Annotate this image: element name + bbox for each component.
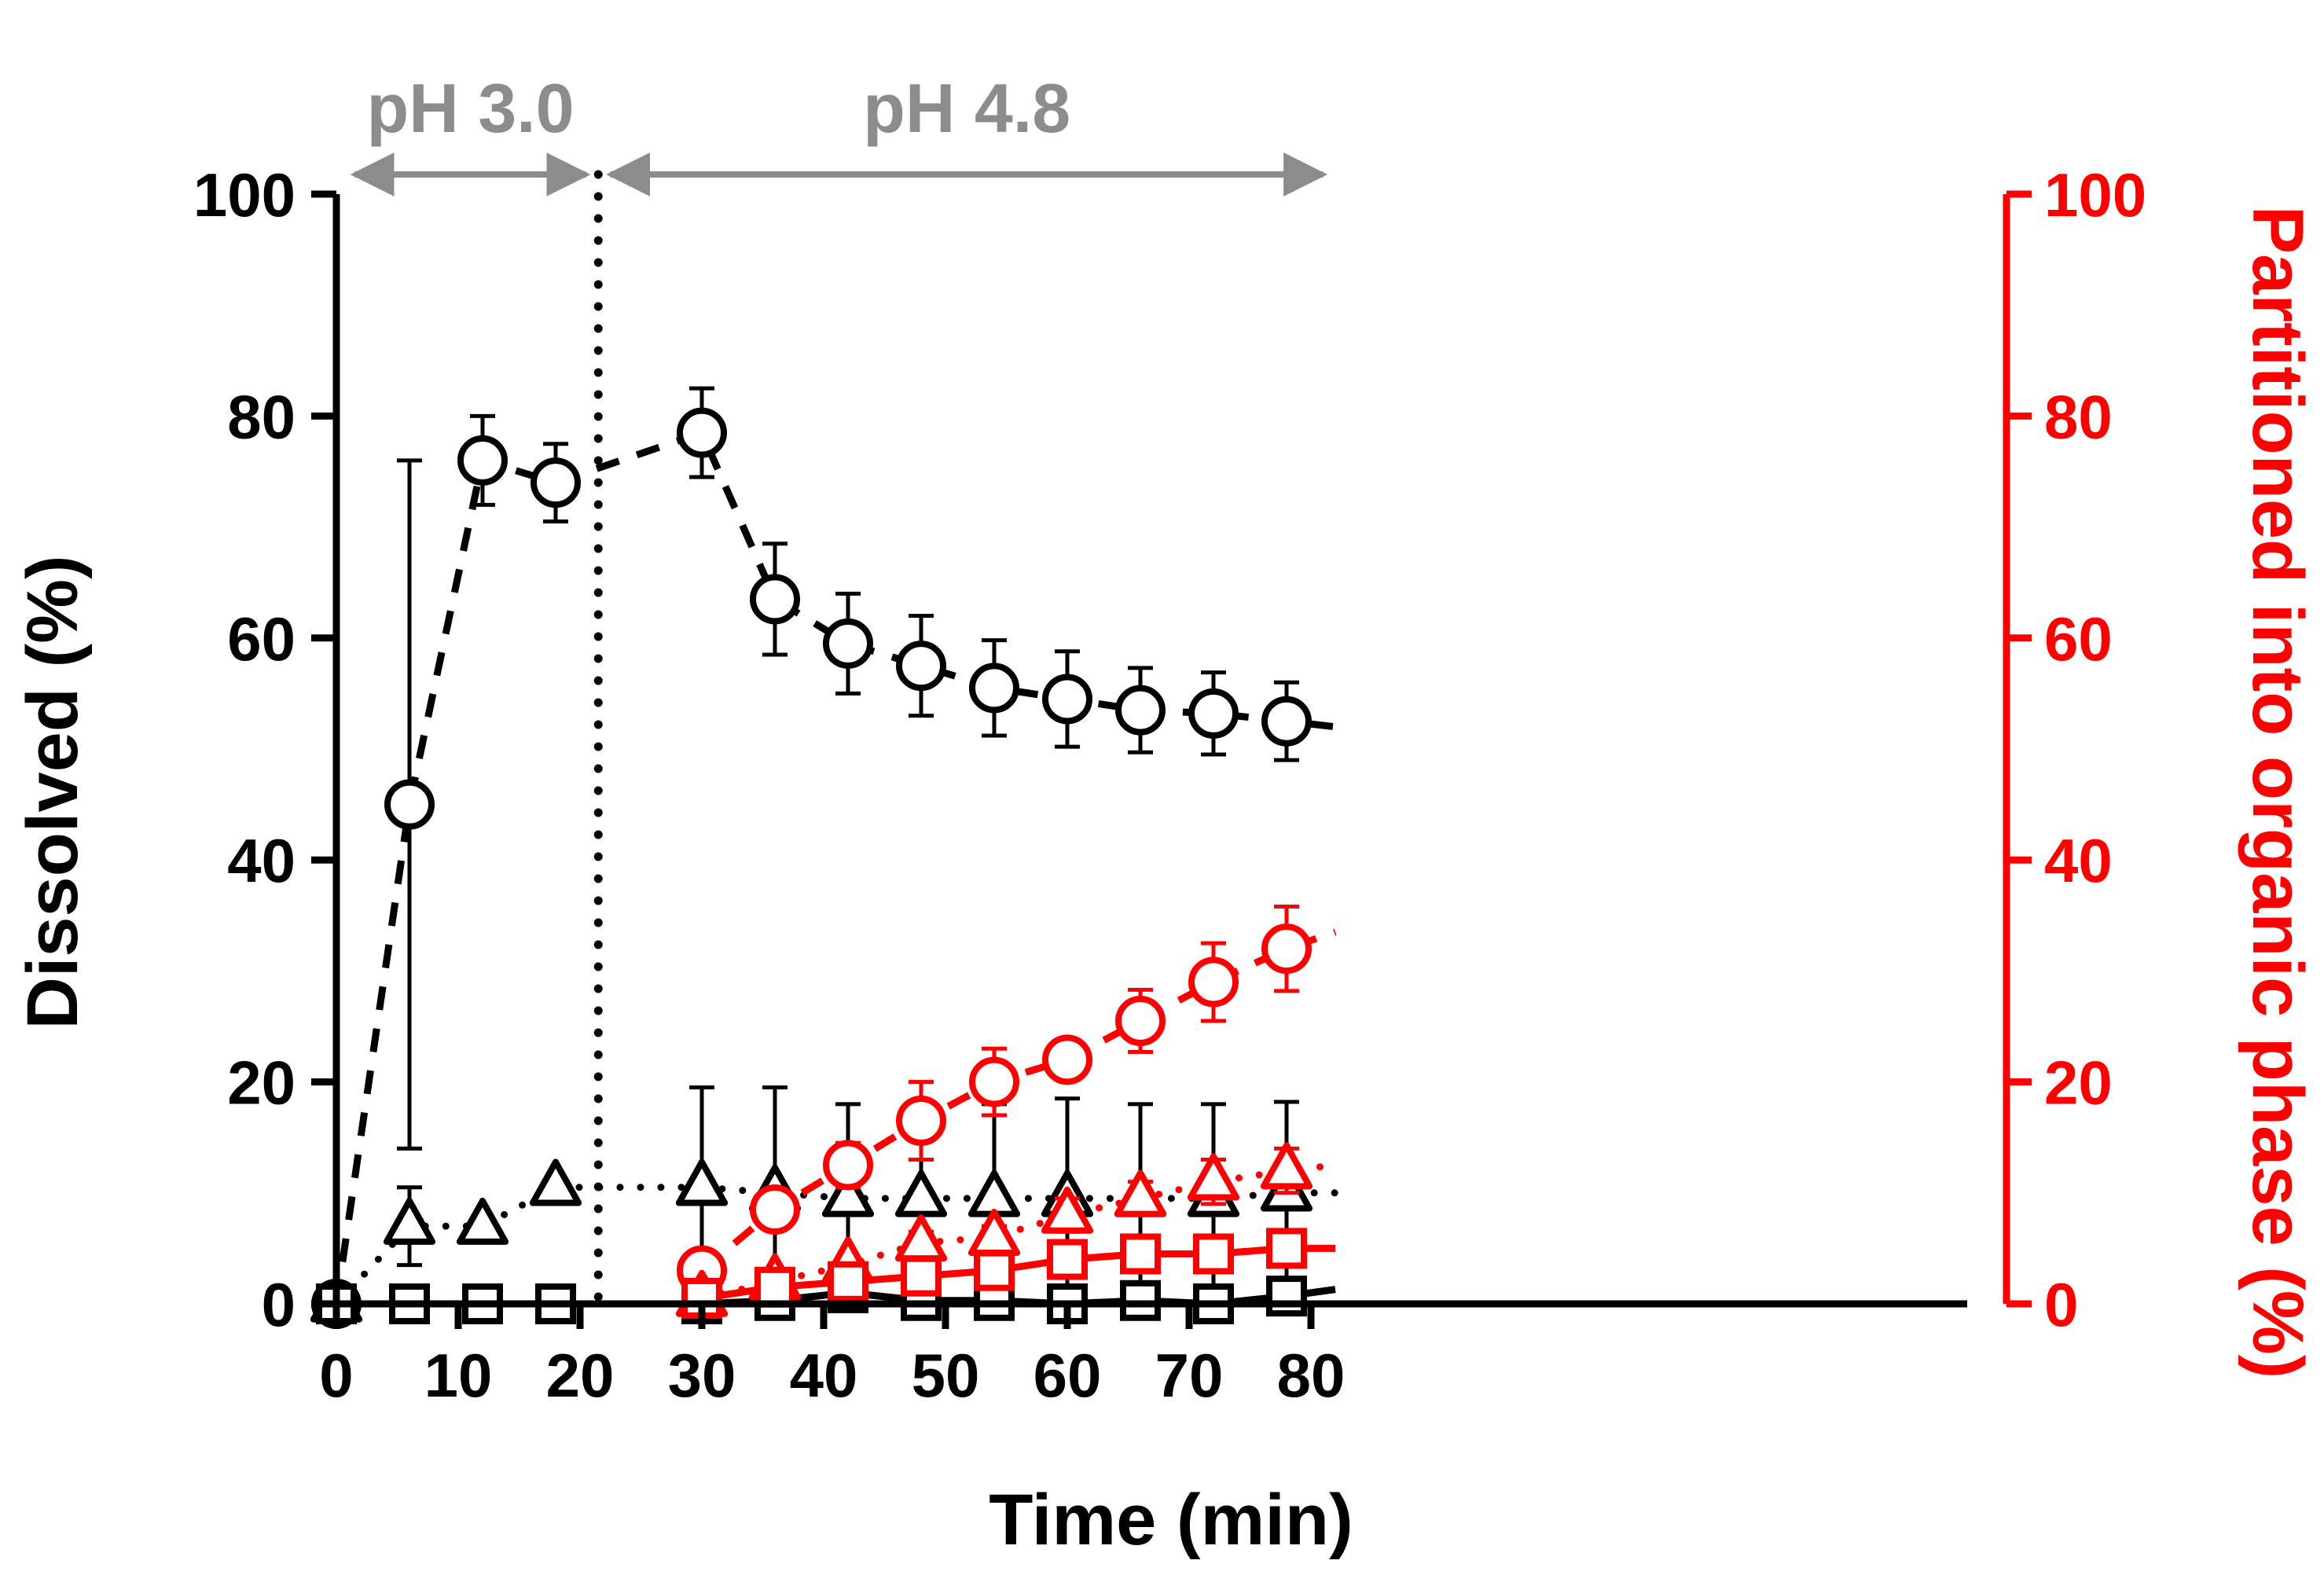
series-4 xyxy=(677,905,1337,1296)
data-point xyxy=(896,1096,946,1147)
y-tick-label: 80 xyxy=(227,382,296,451)
x-tick-label: 30 xyxy=(668,1341,736,1410)
x-tick-label: 80 xyxy=(1277,1341,1346,1410)
data-point xyxy=(1188,956,1239,1008)
data-point xyxy=(967,1169,1021,1217)
y2-tick-label: 60 xyxy=(2044,604,2113,674)
y2-tick-label: 80 xyxy=(2044,382,2113,451)
x-tick-label: 20 xyxy=(546,1341,615,1410)
x-tick-label: 0 xyxy=(319,1341,353,1410)
data-point xyxy=(821,1169,875,1217)
data-point xyxy=(1261,696,1312,747)
data-point xyxy=(823,1140,873,1191)
data-point xyxy=(1114,1169,1167,1217)
data-point xyxy=(1042,674,1092,725)
data-point xyxy=(974,1250,1015,1291)
data-point xyxy=(894,1214,948,1262)
data-point xyxy=(823,618,873,669)
data-point xyxy=(894,1169,948,1217)
y-tick-label: 40 xyxy=(227,826,296,895)
y-tick-label: 20 xyxy=(227,1048,296,1118)
y2-tick-label: 0 xyxy=(2044,1270,2078,1339)
data-point xyxy=(1041,1186,1094,1234)
data-point xyxy=(901,1255,942,1297)
data-point xyxy=(677,407,727,458)
data-point xyxy=(1266,1276,1307,1317)
data-point xyxy=(969,1056,1019,1107)
y2-tick-label: 20 xyxy=(2044,1048,2113,1118)
y-tick-label: 60 xyxy=(227,604,296,674)
data-point xyxy=(1047,1239,1088,1280)
data-point xyxy=(1187,1153,1240,1201)
x-tick-label: 40 xyxy=(790,1341,858,1410)
x-tick-label: 70 xyxy=(1155,1341,1224,1410)
data-point xyxy=(1115,685,1166,736)
series-line xyxy=(701,1244,1335,1302)
data-point xyxy=(1120,1233,1161,1275)
data-point xyxy=(1188,688,1239,739)
data-point xyxy=(531,457,581,508)
x-tick-label: 10 xyxy=(424,1341,493,1410)
ticks: 0 20 40 60 80 100 0 20 40 60 80 100 0 10 20 30 40 50 60 70 8… xyxy=(193,160,2146,1410)
series-line xyxy=(699,928,1337,1274)
data-point xyxy=(529,1158,582,1206)
data-point xyxy=(383,1197,436,1245)
x-tick-label: 50 xyxy=(912,1341,980,1410)
data-point xyxy=(1266,1228,1307,1269)
data-point xyxy=(384,779,435,830)
data-point xyxy=(1261,923,1312,975)
data-point xyxy=(1260,1142,1313,1190)
phase-label-1: pH 3.0 xyxy=(366,69,574,147)
y2-tick-label: 100 xyxy=(2044,160,2146,229)
y-tick-label: 0 xyxy=(262,1270,296,1339)
phase-label-2: pH 4.8 xyxy=(863,69,1070,147)
data-point xyxy=(750,574,800,625)
data-point xyxy=(896,641,946,692)
series-line xyxy=(332,1184,1339,1308)
data-point xyxy=(456,1197,509,1245)
data-point xyxy=(675,1158,729,1206)
data-point xyxy=(828,1261,868,1302)
y2-tick-label: 40 xyxy=(2044,826,2113,895)
data-point xyxy=(750,1184,800,1235)
axes xyxy=(332,194,2010,1308)
phase-annotations: pH 3.0 pH 4.8 xyxy=(350,69,1328,1309)
data-point xyxy=(1042,1034,1092,1085)
data-point xyxy=(1115,995,1166,1046)
y-tick-label: 100 xyxy=(193,160,296,229)
data-point xyxy=(457,435,508,486)
data-point xyxy=(754,1266,795,1308)
plot-series xyxy=(310,386,1339,1329)
data-point xyxy=(969,663,1019,714)
y-axis-title: Dissolved (%) xyxy=(13,555,93,1029)
y2-axis-title: Partitioned into organic phase (%) xyxy=(2238,206,2318,1379)
x-tick-label: 60 xyxy=(1034,1341,1102,1410)
data-point xyxy=(967,1209,1021,1257)
series-line xyxy=(698,1162,1339,1302)
data-point xyxy=(1193,1233,1234,1275)
series-1 xyxy=(311,386,1336,1329)
x-axis-title: Time (min) xyxy=(989,1480,1353,1560)
